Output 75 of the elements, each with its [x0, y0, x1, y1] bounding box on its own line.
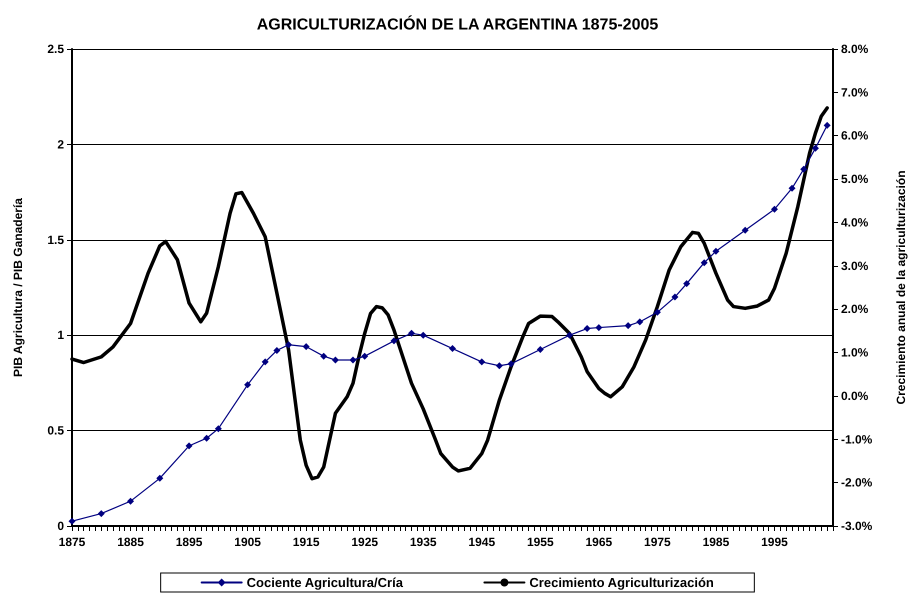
x-tick-label: 1875 [58, 535, 86, 549]
point [700, 259, 708, 266]
y2-axis-title: Crecimiento anual de la agriculturización [894, 170, 908, 405]
point [812, 144, 819, 152]
point [624, 322, 632, 330]
x-tick-label: 1945 [468, 535, 496, 549]
point [566, 332, 574, 339]
y-tick-label: 0 [57, 519, 64, 533]
x-tick-label: 1965 [585, 535, 613, 549]
point [824, 122, 831, 129]
point [536, 346, 544, 354]
y-tick-label: 0.5 [47, 424, 64, 438]
point [584, 325, 591, 332]
y2-tick-label: 7.0% [841, 85, 869, 100]
y2-tick-label: 2.0% [841, 302, 869, 316]
point [654, 308, 661, 316]
point [127, 498, 134, 505]
x-tick-label: 1985 [702, 535, 730, 549]
y2-tick-label: -3.0% [841, 519, 873, 533]
y2-tick-label: 5.0% [841, 172, 869, 186]
point [156, 474, 164, 482]
point [595, 324, 602, 332]
point [683, 280, 690, 288]
point [742, 226, 749, 234]
point [262, 358, 269, 366]
y2-tick-label: 6.0% [841, 128, 869, 143]
y-tick-label: 2.5 [47, 42, 64, 56]
point [203, 434, 210, 442]
point [285, 341, 292, 348]
point [408, 330, 416, 337]
y2-tick-label: 4.0% [841, 215, 869, 230]
y-axis-title: PIB Agricultura / PIB Ganadería [11, 198, 25, 377]
y2-tick-label: -1.0% [841, 432, 873, 446]
point [636, 318, 644, 326]
point [770, 206, 778, 213]
y2-tick-label: 0.0% [841, 388, 869, 403]
y2-tick-label: 8.0% [841, 42, 869, 56]
x-tick-label: 1975 [644, 535, 672, 549]
x-tick-label: 1905 [234, 535, 262, 549]
point [186, 442, 193, 450]
point [320, 352, 328, 360]
point [361, 352, 368, 360]
x-tick-label: 1995 [761, 535, 788, 549]
point [420, 332, 427, 339]
y-tick-label: 2 [57, 137, 64, 152]
point [244, 381, 252, 388]
point [508, 360, 515, 368]
point [98, 510, 105, 518]
x-tick-label: 1915 [292, 535, 320, 549]
x-tick-label: 1885 [117, 535, 144, 549]
legend-label: Cociente Agricultura/Cría [246, 575, 404, 590]
y-tick-label: 1.5 [47, 232, 64, 247]
point [449, 345, 456, 352]
point [712, 248, 720, 255]
point [214, 425, 222, 432]
point [349, 356, 356, 364]
x-tick-label: 1895 [176, 535, 203, 549]
point [788, 184, 796, 192]
x-tick-label: 1925 [351, 535, 378, 549]
x-tick-label: 1955 [526, 535, 554, 549]
point [273, 346, 280, 354]
point [390, 337, 398, 344]
y2-tick-label: 3.0% [841, 258, 869, 273]
point [671, 294, 678, 301]
y2-tick-label: 1.0% [841, 346, 869, 360]
y2-tick-label: -2.0% [841, 476, 873, 490]
point [302, 343, 310, 350]
legend-label: Crecimiento Agriculturización [529, 575, 714, 590]
point [332, 356, 339, 364]
point [800, 166, 808, 173]
x-tick-label: 1935 [410, 535, 437, 549]
chart-title: AGRICULTURIZACIÓN DE LA ARGENTINA 1875-2005 [256, 14, 658, 34]
point [496, 362, 503, 370]
point [478, 358, 486, 366]
y-tick-label: 1 [57, 328, 64, 342]
